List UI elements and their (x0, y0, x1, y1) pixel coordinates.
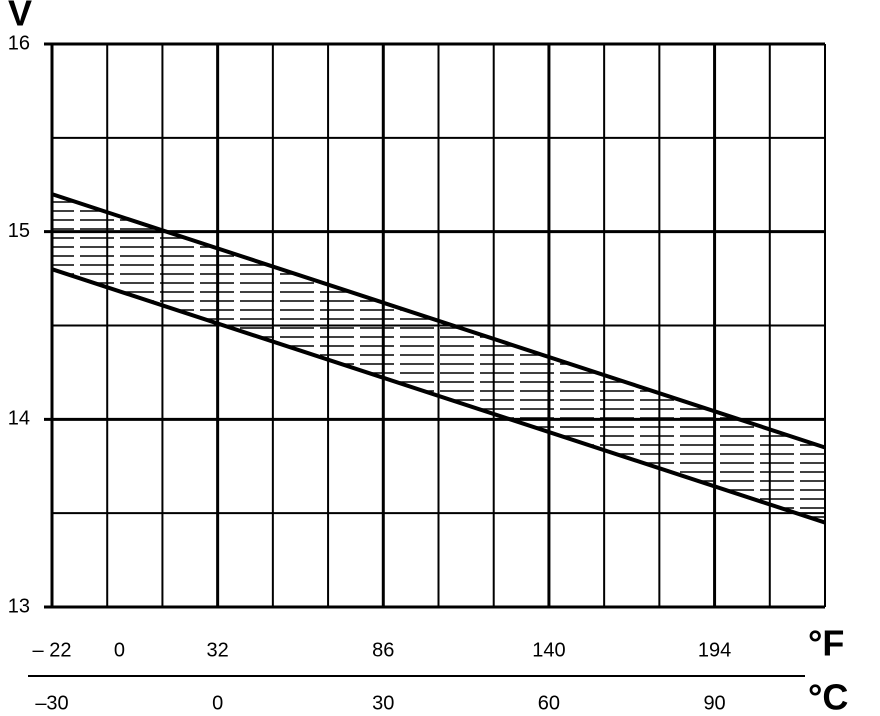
x-tick-label: –30 (35, 692, 68, 714)
series-line (51, 192, 826, 450)
x2-axis-label: °F (808, 623, 844, 664)
y-tick-label: 16 (8, 32, 30, 54)
y-tick-label: 15 (8, 220, 30, 242)
x-tick-label: 0 (212, 692, 223, 714)
x2-tick-label: 32 (207, 639, 229, 661)
x-tick-label: 60 (538, 692, 560, 714)
x2-tick-label: 194 (698, 639, 731, 661)
x-tick-label: 90 (703, 692, 725, 714)
y-tick-label: 14 (8, 408, 30, 430)
x-axis-label: °C (808, 677, 848, 716)
x2-tick-label: 86 (372, 639, 394, 661)
series-line (51, 267, 826, 525)
x-tick-label: 30 (372, 692, 394, 714)
y-tick-label: 13 (8, 595, 30, 617)
tolerance-band (52, 194, 825, 523)
x2-tick-label: 0 (114, 639, 125, 661)
x2-tick-label: 140 (532, 639, 565, 661)
x2-tick-label: – 22 (33, 639, 72, 661)
y-axis-label: V (8, 0, 32, 34)
